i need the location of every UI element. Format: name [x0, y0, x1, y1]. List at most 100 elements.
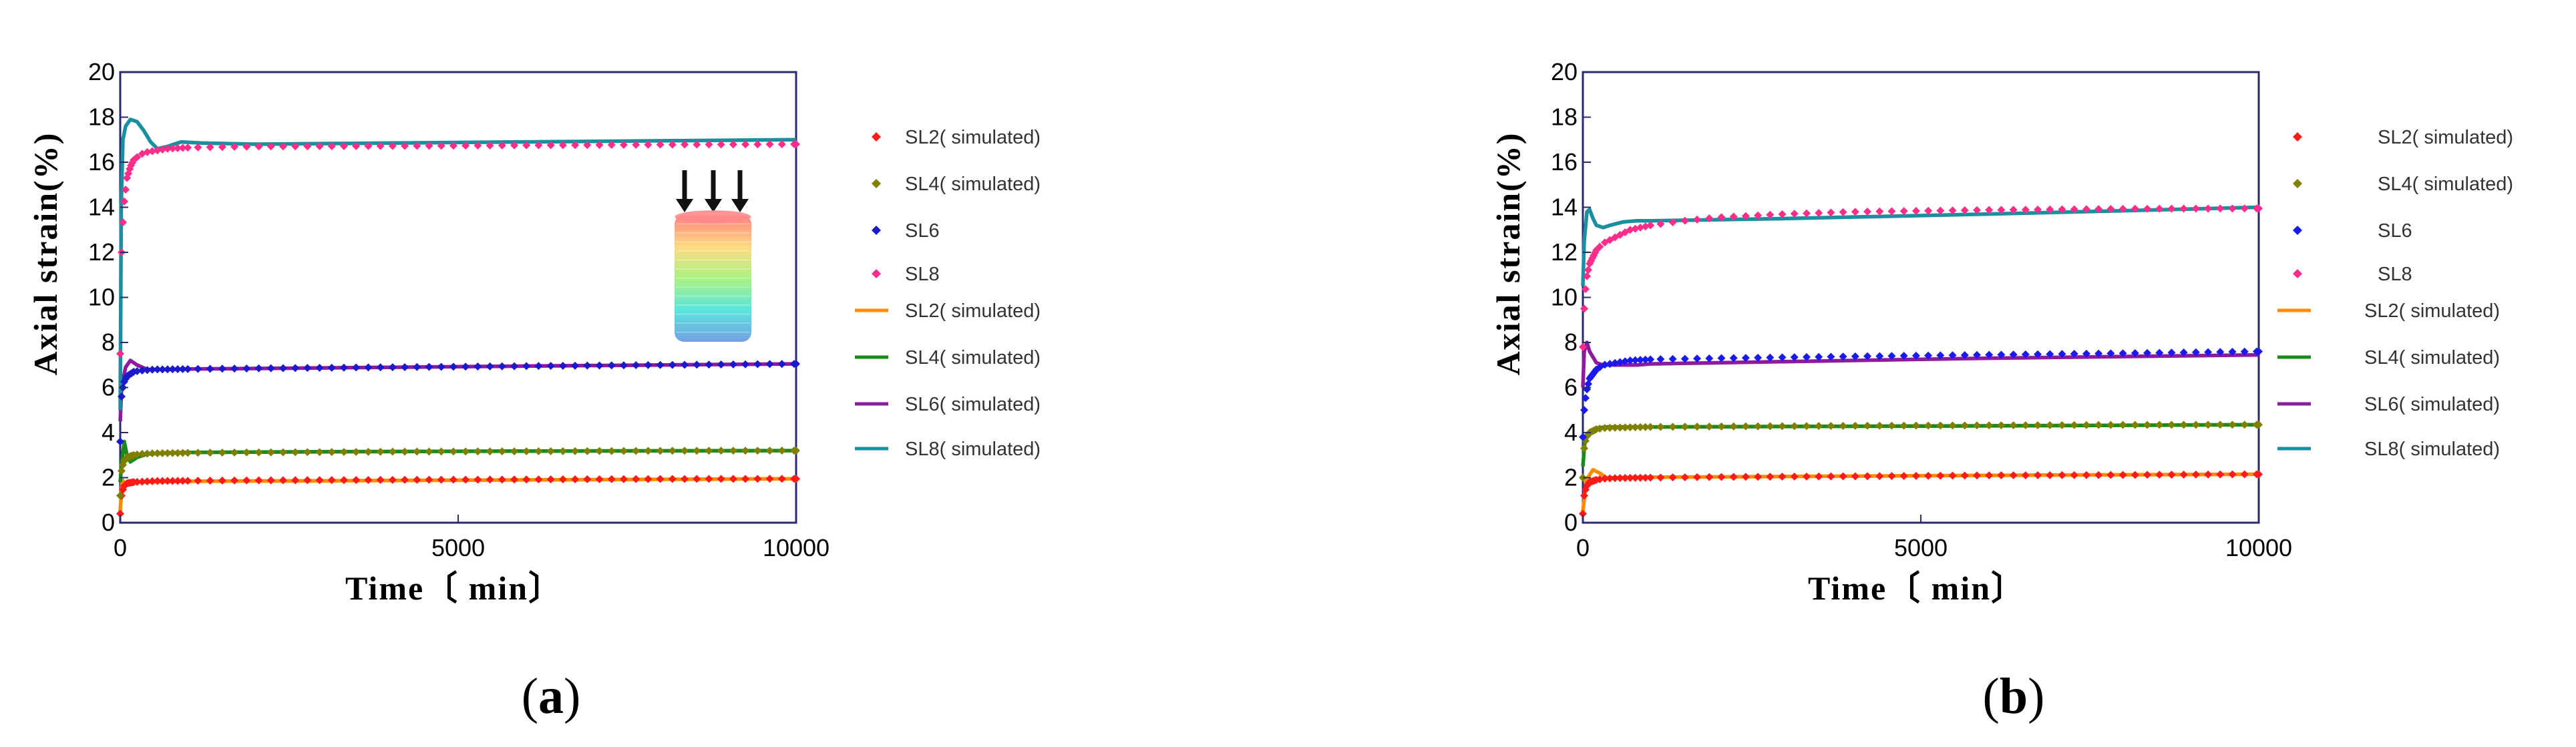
- data-point: [1899, 471, 1908, 480]
- data-point: [266, 476, 275, 485]
- data-point: [2106, 349, 2115, 358]
- panel-label-close-paren: ): [2028, 668, 2044, 724]
- data-point: [279, 364, 287, 372]
- data-point: [206, 477, 214, 485]
- data-point: [2240, 204, 2249, 213]
- panel-label-a: (a): [522, 668, 581, 724]
- legend-item: SL4( simulated): [855, 347, 1041, 368]
- data-point: [510, 362, 518, 370]
- data-point: [498, 362, 506, 370]
- specimen-inset-a: [675, 170, 751, 342]
- data-point: [437, 447, 445, 456]
- data-point: [1851, 352, 1859, 360]
- data-point: [558, 447, 567, 455]
- y-tick-label: 6: [1564, 374, 1578, 401]
- data-point: [230, 448, 239, 457]
- data-point: [339, 476, 348, 485]
- data-point: [2009, 350, 2018, 359]
- data-point: [413, 362, 421, 371]
- data-point: [2167, 348, 2176, 357]
- data-point: [705, 360, 713, 369]
- data-point: [1596, 242, 1604, 251]
- data-point: [729, 475, 737, 483]
- data-point: [352, 363, 361, 372]
- data-point: [1600, 424, 1609, 433]
- data-point: [462, 362, 470, 371]
- data-point: [1606, 360, 1614, 368]
- data-point: [1621, 357, 1630, 366]
- x-axis-ticks-b: 0 5000 10000: [1576, 515, 2292, 561]
- data-point: [327, 363, 336, 372]
- data-point: [792, 447, 800, 455]
- data-point: [2240, 470, 2249, 479]
- data-point: [425, 362, 433, 371]
- data-point: [242, 448, 251, 457]
- data-point: [1790, 422, 1799, 431]
- data-point: [2179, 348, 2188, 356]
- data-point: [1972, 471, 1981, 480]
- data-point: [206, 449, 214, 457]
- data-point: [364, 363, 373, 372]
- data-point: [2216, 348, 2225, 356]
- data-point: [2191, 470, 2200, 479]
- data-point: [753, 360, 762, 368]
- legend-label: SL6( simulated): [905, 394, 1041, 415]
- data-point: [1827, 352, 1835, 361]
- data-point: [2204, 348, 2213, 356]
- data-point: [1948, 471, 1957, 480]
- data-point: [148, 449, 157, 458]
- data-point: [2094, 471, 2103, 479]
- data-point: [1717, 213, 1726, 222]
- data-point: [2058, 471, 2066, 479]
- data-point: [364, 475, 373, 484]
- data-point: [2058, 205, 2066, 214]
- legend-item: SL2( simulated): [855, 300, 1041, 322]
- data-point: [1790, 353, 1799, 362]
- data-point: [230, 476, 239, 485]
- data-point: [2204, 470, 2213, 479]
- x-axis-label: Time〔 min〕: [345, 569, 563, 607]
- data-point: [138, 449, 146, 458]
- x-tick-label: 10000: [2225, 534, 2292, 561]
- data-point: [1875, 207, 1884, 216]
- data-point: [1583, 272, 1592, 280]
- data-point: [194, 449, 202, 457]
- y-axis-label: Axial strain(%): [27, 132, 64, 376]
- data-point: [1960, 421, 1969, 430]
- data-point: [143, 366, 152, 375]
- plot-frame: [1582, 71, 2260, 524]
- legend-marker: [872, 226, 881, 235]
- data-point: [2167, 204, 2176, 213]
- data-point: [1656, 423, 1665, 431]
- data-point: [546, 362, 555, 370]
- data-point: [1851, 208, 1859, 216]
- data-point: [303, 142, 312, 151]
- data-point: [705, 140, 713, 149]
- data-point: [1579, 342, 1587, 351]
- data-point: [2255, 470, 2263, 479]
- legend-label: SL8( simulated): [905, 439, 1041, 460]
- data-point: [595, 141, 604, 150]
- data-point: [656, 140, 665, 149]
- x-axis-ticks-a: 0 5000 10000: [114, 515, 830, 561]
- data-point: [486, 141, 494, 150]
- data-point: [279, 448, 287, 457]
- data-point: [2179, 204, 2188, 213]
- legend-label: SL6: [905, 220, 940, 242]
- data-point: [1815, 472, 1823, 481]
- series-path: [1581, 340, 2259, 388]
- data-point: [1778, 473, 1787, 481]
- data-point: [1641, 473, 1650, 482]
- data-point: [2021, 206, 2030, 214]
- data-point: [315, 364, 324, 372]
- data-point: [1924, 206, 1933, 215]
- data-point: [522, 447, 531, 456]
- data-point: [777, 360, 786, 368]
- data-point: [486, 362, 494, 370]
- data-point: [632, 475, 640, 483]
- data-point: [315, 476, 324, 485]
- data-point: [413, 475, 421, 484]
- series-points: [1579, 470, 2263, 518]
- data-point: [668, 447, 677, 455]
